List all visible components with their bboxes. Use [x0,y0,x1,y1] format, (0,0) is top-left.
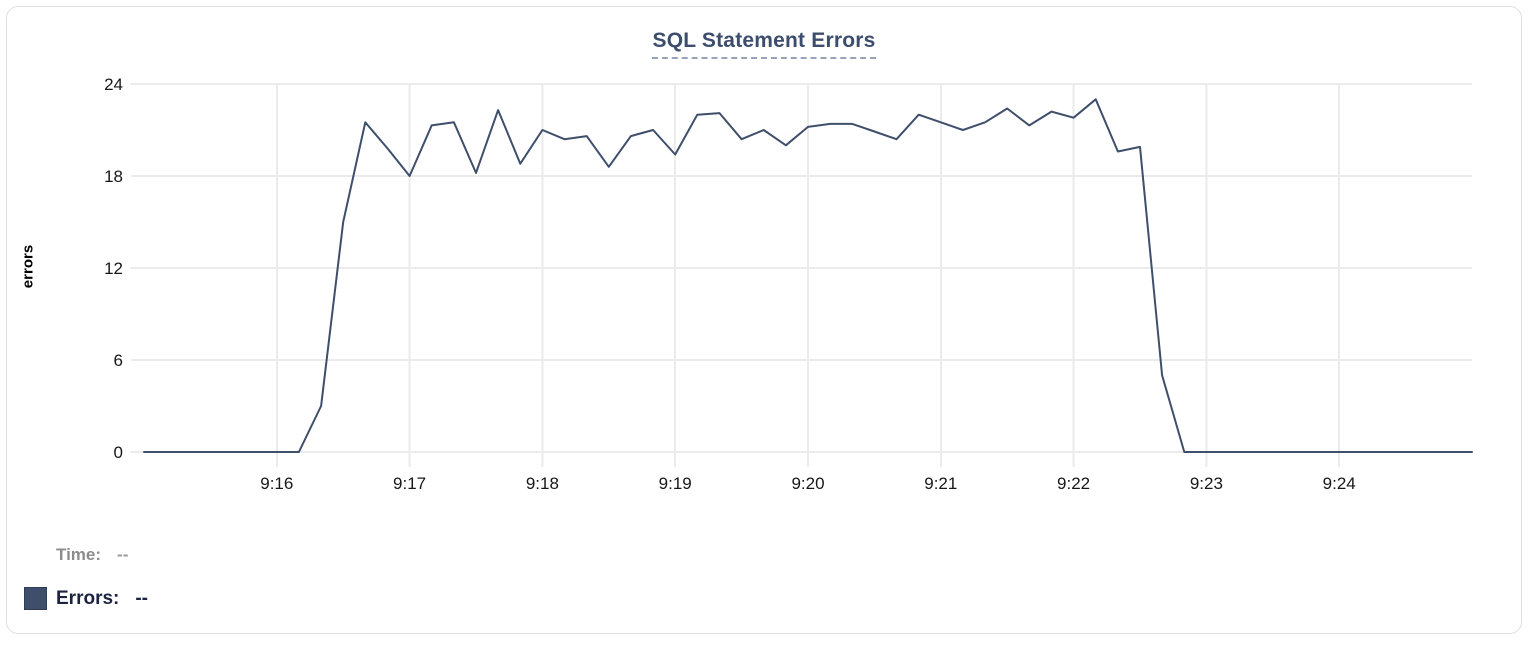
x-tick-label: 9:18 [525,474,559,493]
errors-line-series [143,98,1473,453]
chart-header: SQL Statement Errors [7,29,1521,59]
x-tick-label: 9:19 [658,474,692,493]
x-tick-label: 9:20 [791,474,825,493]
errors-series-swatch [24,587,47,610]
x-tick-label: 9:23 [1189,474,1223,493]
y-tick-label: 0 [113,443,123,462]
x-tick-label: 9:17 [393,474,427,493]
y-tick-label: 18 [104,167,123,186]
x-tick-label: 9:21 [924,474,958,493]
tooltip-time-value: -- [117,545,129,564]
y-tick-label: 12 [104,259,123,278]
tooltip-time-label: Time: [56,545,102,564]
y-tick-label: 6 [113,351,123,370]
x-tick-label: 9:24 [1322,474,1356,493]
tooltip-time-row: Time: -- [56,545,128,565]
x-tick-label: 9:22 [1057,474,1091,493]
legend-errors-row[interactable]: Errors: -- [24,587,148,610]
tooltip-errors-label: Errors: [56,587,120,609]
chart-card: SQL Statement Errors errors 0 6 12 18 24 9:1… [6,6,1522,634]
chart-title[interactable]: SQL Statement Errors [652,29,876,59]
tooltip-errors-value: -- [135,587,149,609]
y-tick-label: 24 [104,75,123,94]
x-tick-label: 9:16 [260,474,294,493]
plot-area[interactable] [7,7,1521,633]
